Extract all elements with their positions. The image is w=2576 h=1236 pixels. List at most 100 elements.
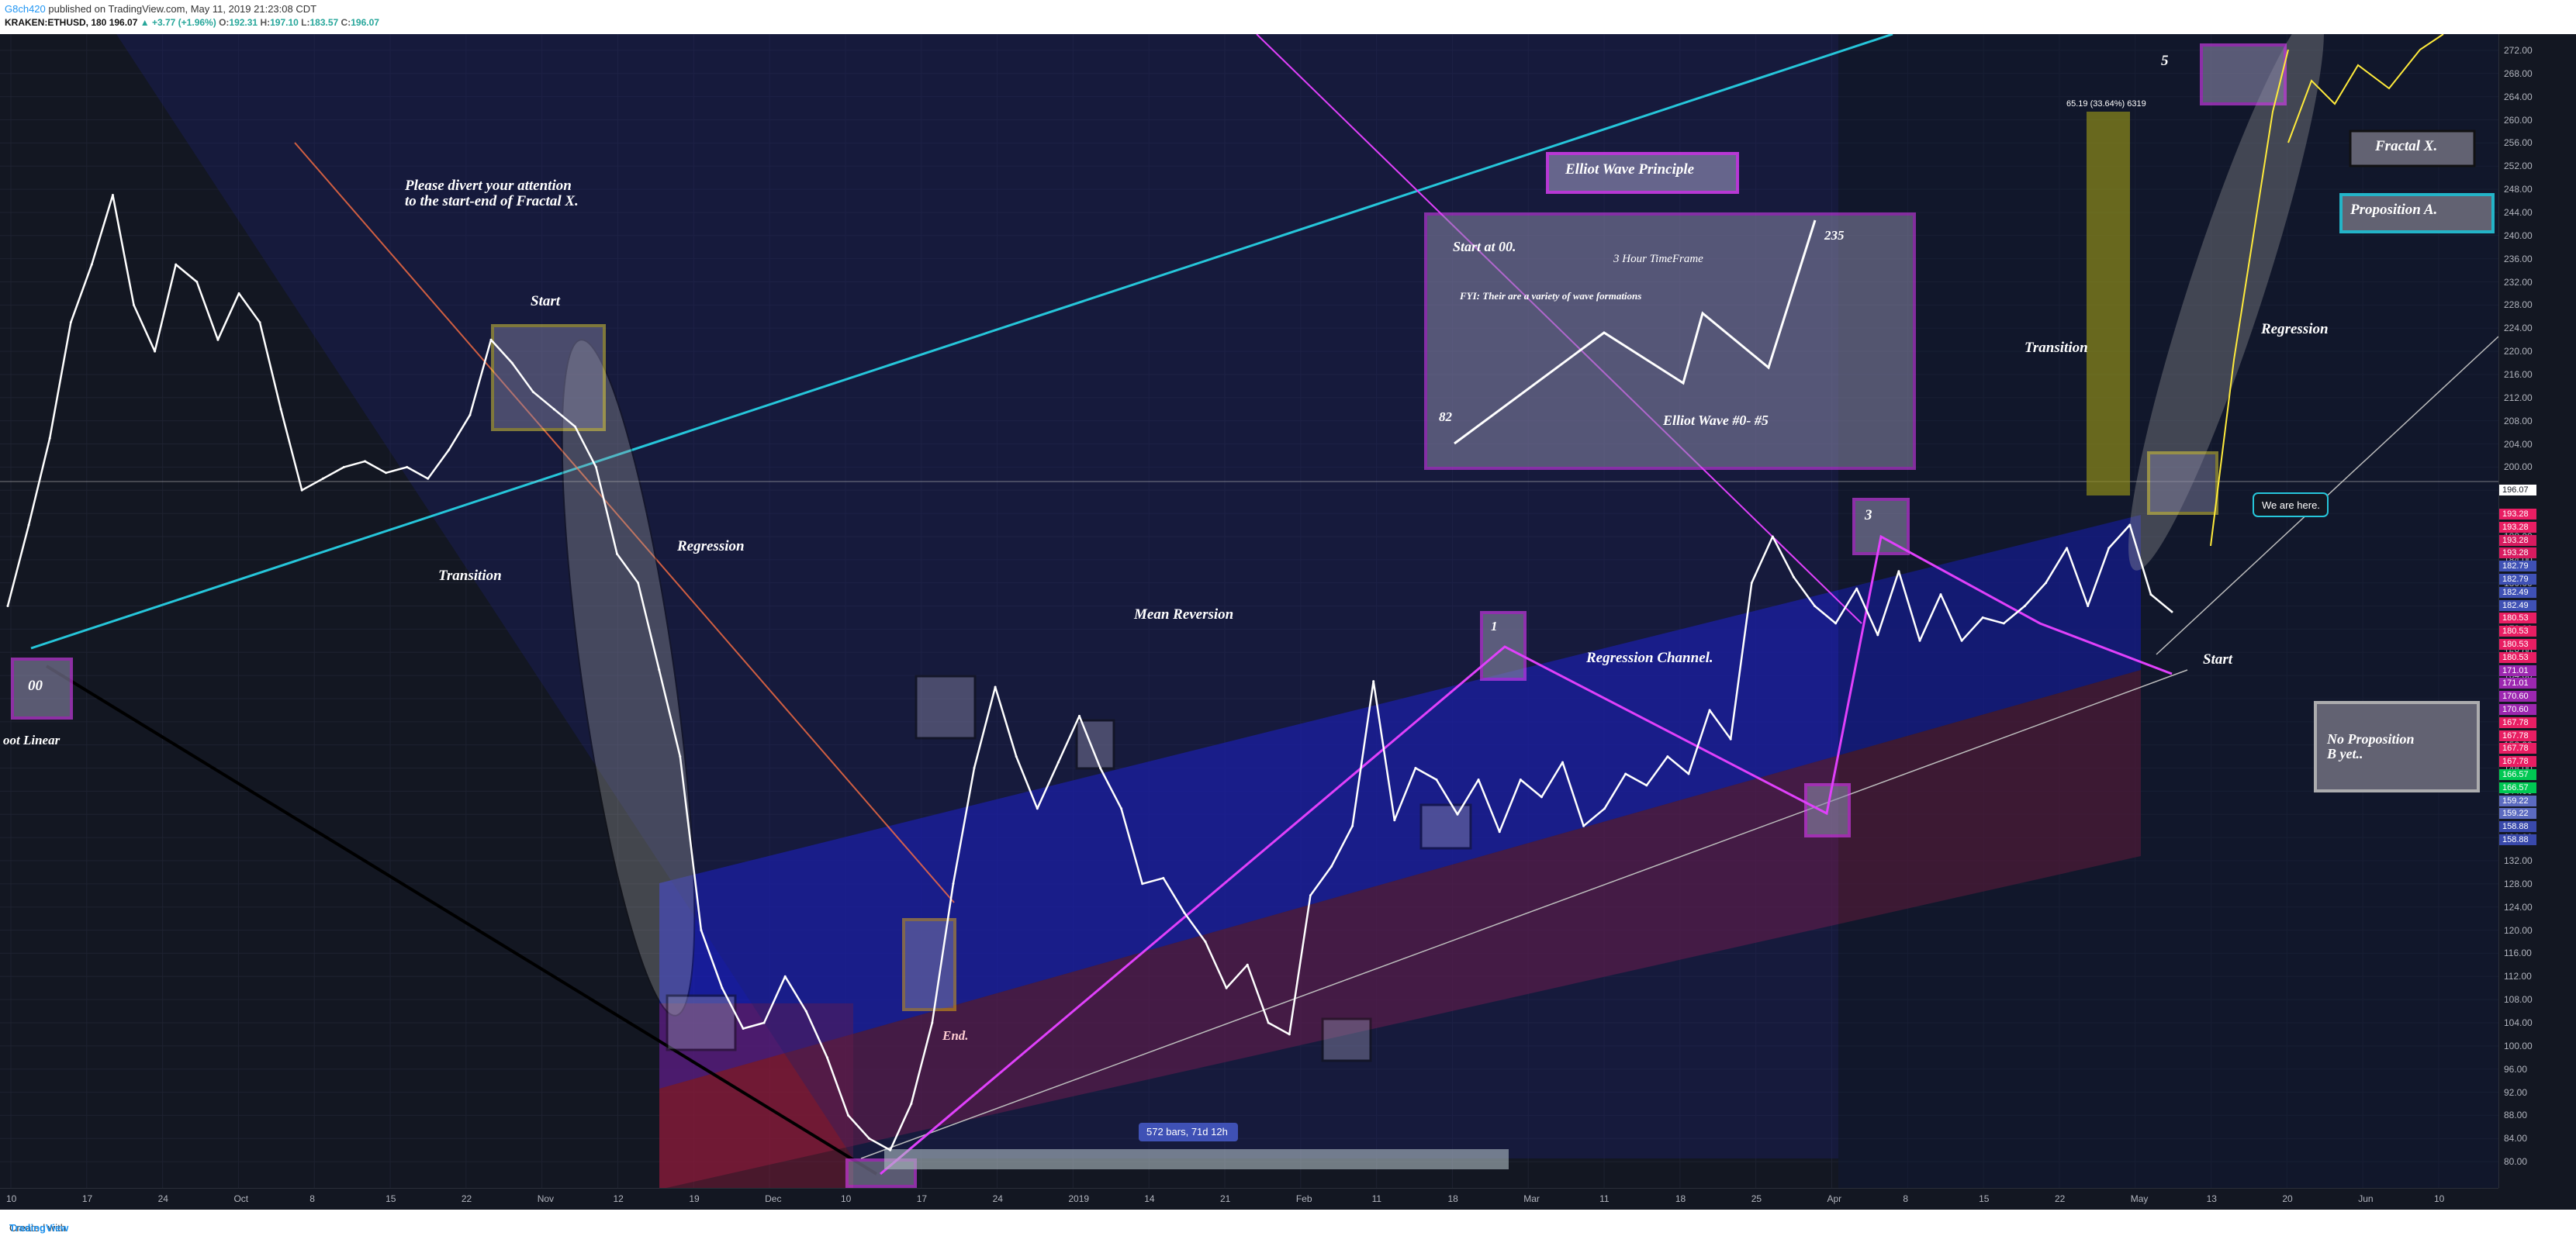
y-tick-label: 88.00	[2504, 1110, 2528, 1121]
fractal-x-label: Fractal X.	[2375, 138, 2438, 154]
wave-3-box	[1852, 498, 1910, 555]
price-chart[interactable]	[0, 34, 2498, 1188]
ohlc-line: KRAKEN:ETHUSD, 180 196.07 ▲ +3.77 (+1.96…	[5, 17, 379, 28]
y-tick-label: 224.00	[2504, 323, 2533, 334]
regression-ellipse-left	[561, 339, 696, 1017]
price-point	[1036, 807, 1039, 810]
author-link[interactable]: G8ch420	[5, 3, 46, 15]
we-are-here-label: We are here.	[2262, 499, 2320, 511]
proposition-a-label: Proposition A.	[2350, 202, 2438, 218]
price-scale-label: 180.53	[2499, 613, 2536, 624]
created-with-label: Created with	[9, 1222, 66, 1234]
price-point	[27, 523, 30, 527]
lower-red-zone	[659, 1003, 853, 1188]
x-tick-label: Mar	[1523, 1193, 1540, 1204]
price-point	[1792, 575, 1795, 578]
price-point	[2066, 547, 2069, 550]
price-point	[1456, 813, 1459, 816]
price-point	[1288, 1033, 1291, 1036]
y-tick-label: 204.00	[2504, 438, 2533, 450]
y-tick-label: 216.00	[2504, 368, 2533, 380]
close-value: 196.07	[351, 17, 379, 28]
price-point	[1708, 709, 1711, 712]
wave-5-label: 5	[2161, 53, 2169, 69]
price-scale-label: 170.60	[2499, 704, 2536, 715]
wave-1-box	[1480, 611, 1527, 681]
measure-label: 65.19 (33.64%) 6319	[2066, 99, 2146, 109]
price-scale-label: 171.01	[2499, 678, 2536, 689]
x-tick-label: 10	[6, 1193, 17, 1204]
y-tick-label: 104.00	[2504, 1017, 2533, 1028]
price-point	[175, 263, 178, 266]
y-tick-label: 96.00	[2504, 1063, 2528, 1075]
y-tick-label: 272.00	[2504, 44, 2533, 56]
start-box-top	[491, 324, 606, 431]
time-axis[interactable]: 10 17 24 Oct 8 15 22 Nov 12 19 Dec 10 17 24 2019 14 21 Fe…	[0, 1188, 2498, 1210]
tradingview-logo[interactable]: TradingView	[9, 1222, 69, 1234]
y-tick-label: 212.00	[2504, 392, 2533, 403]
price-point	[1204, 941, 1207, 943]
symbol-label[interactable]: KRAKEN:ETHUSD, 180	[5, 17, 107, 28]
price-point	[679, 755, 682, 758]
price-point	[1225, 986, 1228, 989]
price-point	[6, 605, 9, 607]
price-point	[1078, 714, 1081, 717]
price-point	[279, 408, 282, 411]
chart-header: G8ch420 published on TradingView.com, Ma…	[0, 0, 2576, 34]
end-box	[902, 918, 956, 1011]
y-tick-label: 228.00	[2504, 299, 2533, 311]
price-scale-label: 196.07	[2499, 484, 2536, 495]
price-axis[interactable]: 80.00 84.00 88.00 92.00 96.00 100.00 104.00 108…	[2498, 34, 2576, 1188]
x-tick-label: 19	[689, 1193, 700, 1204]
price-point	[1666, 755, 1669, 758]
price-point	[1687, 772, 1690, 775]
mean-reversion-label: Mean Reversion	[1134, 606, 1234, 623]
cyan-trendline	[30, 34, 1893, 650]
price-point	[1645, 784, 1648, 787]
price-point	[931, 1021, 934, 1024]
x-tick-label: 25	[1751, 1193, 1762, 1204]
x-tick-label: 14	[1144, 1193, 1155, 1204]
publish-info: published on TradingView.com, May 11, 20…	[45, 3, 317, 15]
price-point	[2149, 593, 2152, 596]
x-tick-label: 8	[1903, 1193, 1908, 1204]
attention-note: Please divert your attention to the star…	[405, 178, 579, 209]
price-point	[952, 882, 955, 886]
price-scale-label: 167.78	[2499, 756, 2536, 768]
price-point	[1414, 767, 1417, 769]
open-label: O:	[219, 17, 230, 28]
price-point	[616, 552, 618, 555]
footer: Created with TradingView	[0, 1210, 2576, 1236]
price-scale-label: 159.22	[2499, 795, 2536, 806]
start-at-label: Start at 00.	[1453, 239, 1516, 254]
price-point	[1267, 1021, 1270, 1024]
grey-box-2	[915, 675, 977, 740]
price-scale-label: 193.28	[2499, 534, 2536, 546]
price-scale-label: 159.22	[2499, 808, 2536, 820]
grey-trendline	[860, 669, 2188, 1159]
x-tick-label: 10	[2434, 1193, 2445, 1204]
price-scale-label: 167.78	[2499, 743, 2536, 754]
fractal-yellow-line-1	[2210, 49, 2289, 547]
wave-235-label: 235	[1824, 228, 1845, 243]
price-point	[994, 685, 997, 689]
x-tick-label: 20	[2282, 1193, 2293, 1204]
y-tick-label: 108.00	[2504, 994, 2533, 1006]
price-point	[364, 460, 366, 463]
y-tick-label: 120.00	[2504, 924, 2533, 936]
y-tick-label: 92.00	[2504, 1086, 2528, 1098]
low-value: 183.57	[309, 17, 339, 28]
wave-path	[880, 534, 2173, 1176]
price-point	[510, 361, 513, 364]
price-point	[1435, 779, 1438, 781]
price-point	[195, 281, 199, 283]
price-point	[700, 929, 703, 932]
price-point	[1814, 605, 1816, 607]
x-tick-label: Apr	[1827, 1193, 1842, 1204]
no-proposition-label: No Proposition B yet..	[2327, 732, 2415, 761]
y-tick-label: 252.00	[2504, 161, 2533, 172]
fractal-yellow-line-2	[2287, 34, 2444, 143]
y-tick-label: 236.00	[2504, 253, 2533, 264]
price-point	[1519, 779, 1522, 781]
